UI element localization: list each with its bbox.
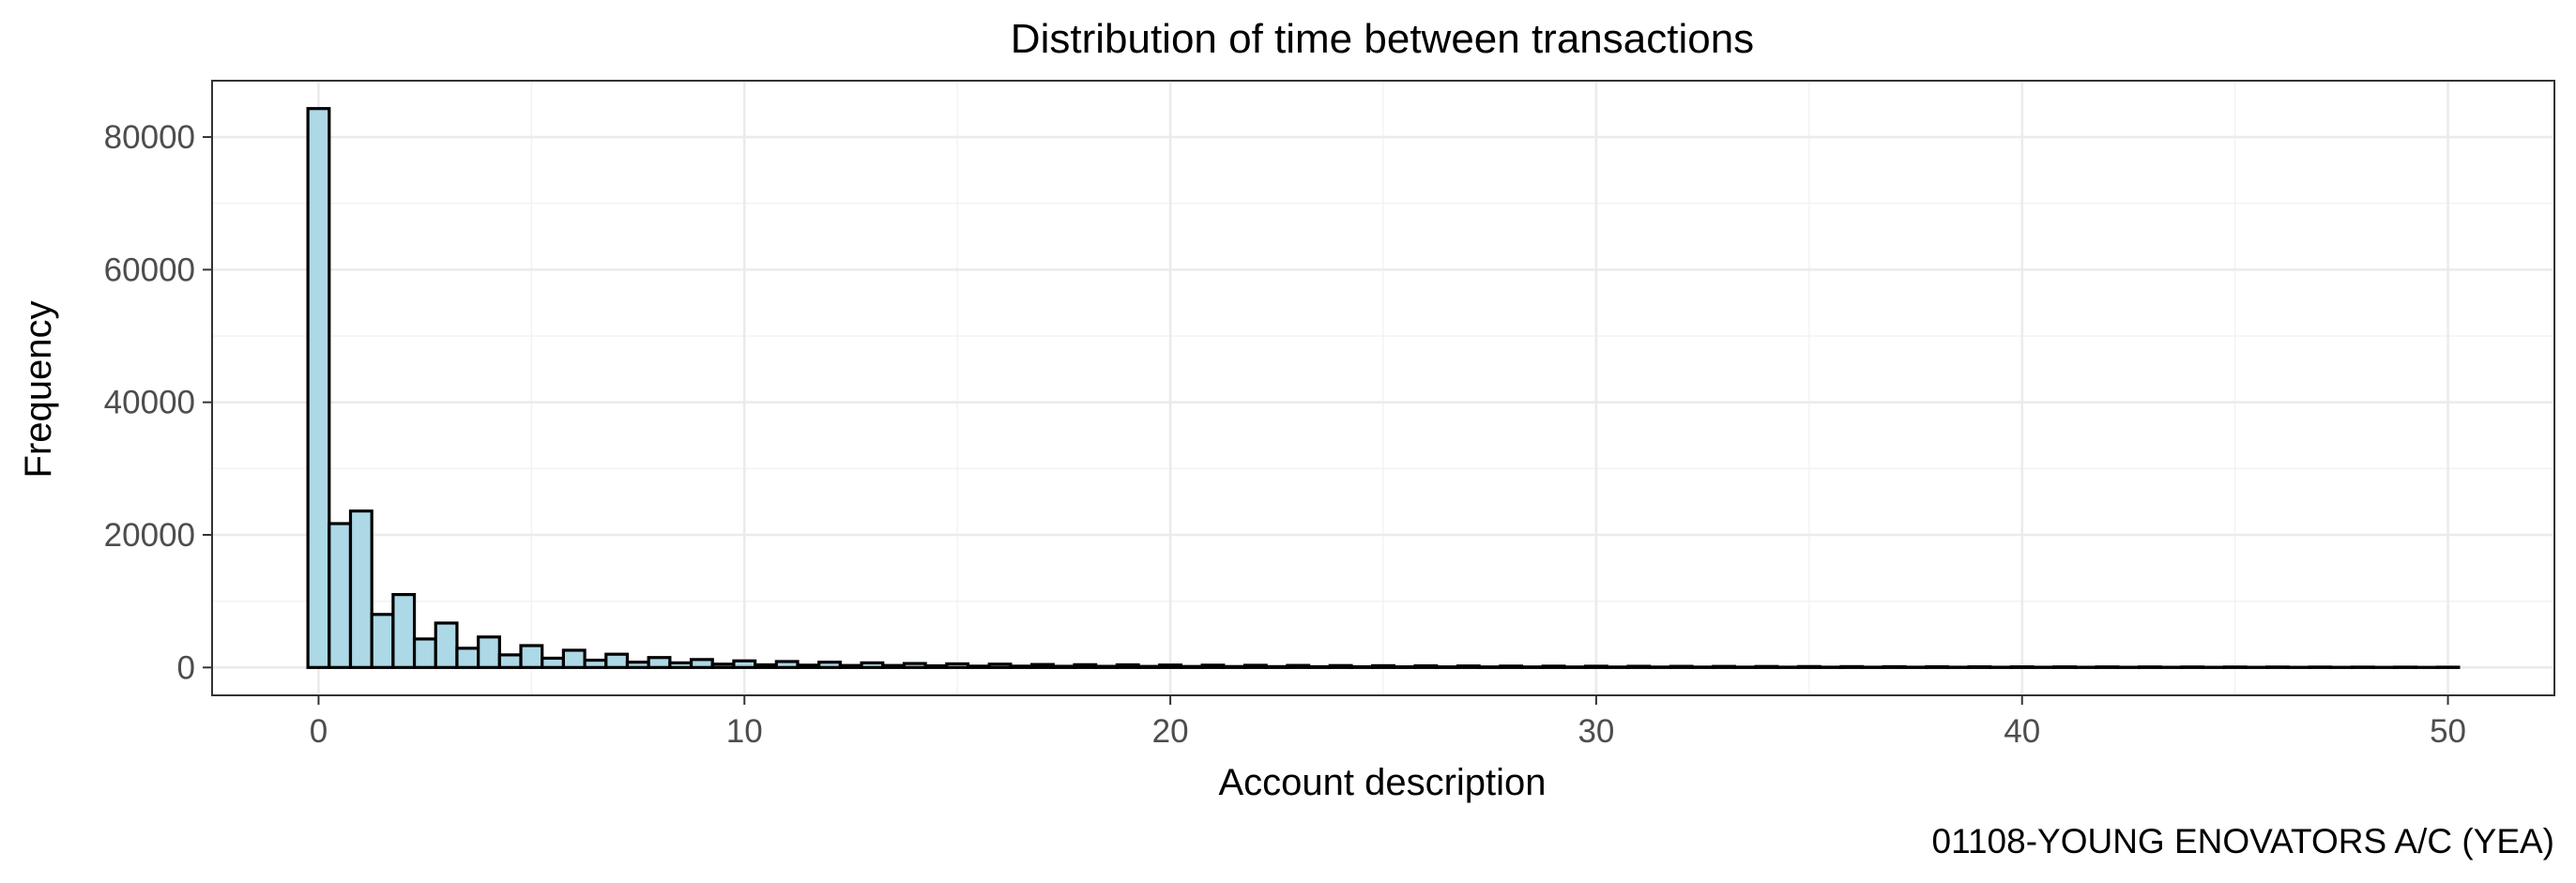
- histogram-bar: [966, 664, 991, 669]
- x-axis: 0 10 20 30 40 50: [310, 695, 2466, 750]
- histogram-bar: [1477, 665, 1502, 669]
- chart-title: Distribution of time between transaction…: [1011, 16, 1754, 62]
- histogram-bar: [1413, 663, 1439, 669]
- x-tick-label: 10: [726, 713, 763, 750]
- histogram-bar: [1499, 664, 1524, 669]
- histogram-bar: [945, 662, 970, 669]
- histogram-bar: [923, 663, 949, 669]
- x-tick-label: 30: [1578, 713, 1614, 750]
- histogram-bar: [1562, 665, 1588, 669]
- histogram-bar: [1456, 664, 1481, 669]
- histogram-bar: [1136, 664, 1162, 669]
- histogram-bar: [1328, 663, 1353, 669]
- histogram-bar: [1286, 663, 1311, 669]
- histogram-bar: [306, 107, 331, 669]
- y-tick-label: 40000: [104, 385, 195, 421]
- chart-caption: 01108-YOUNG ENOVATORS A/C (YEA): [1932, 822, 2554, 860]
- histogram-bar: [1009, 664, 1034, 669]
- histogram-bar: [583, 658, 608, 669]
- histogram-bar: [1200, 663, 1226, 669]
- histogram-bar: [477, 635, 501, 669]
- histogram-bar: [519, 644, 544, 669]
- y-tick-label: 20000: [104, 517, 195, 554]
- histogram-bar: [689, 658, 714, 669]
- histogram-bar: [817, 661, 842, 669]
- histogram-bars: [306, 107, 2461, 669]
- histogram-bar: [987, 662, 1013, 669]
- histogram-bar: [604, 652, 630, 669]
- histogram-bar: [1051, 664, 1076, 669]
- histogram-bar: [1839, 664, 1865, 669]
- histogram-bar: [541, 656, 566, 669]
- histogram-bar: [1712, 664, 1737, 669]
- histogram-bar: [625, 661, 650, 669]
- histogram-bar: [497, 653, 523, 669]
- histogram-bar: [561, 648, 587, 669]
- histogram-bar: [1115, 662, 1140, 669]
- histogram-bar: [881, 663, 907, 669]
- panel-border: [211, 80, 2555, 696]
- histogram-bar: [860, 661, 885, 669]
- histogram-bar: [668, 661, 694, 669]
- histogram-bar: [796, 663, 821, 669]
- histogram-bar: [1242, 663, 1268, 669]
- histogram-bar: [2009, 665, 2035, 669]
- histogram-bar: [1754, 664, 1779, 669]
- histogram-bar: [1264, 664, 1289, 669]
- histogram-bar: [2180, 665, 2205, 669]
- histogram-bar: [1519, 665, 1545, 669]
- histogram-bar: [2095, 665, 2120, 669]
- histogram-bar: [434, 621, 459, 669]
- histogram-bar: [1583, 664, 1608, 669]
- y-tick-label: 0: [177, 649, 195, 686]
- histogram-bar: [455, 647, 480, 669]
- y-axis-title: Frequency: [18, 301, 59, 479]
- histogram-bar: [1179, 664, 1204, 669]
- histogram-bar: [710, 662, 736, 669]
- x-tick-label: 40: [2004, 713, 2040, 750]
- histogram-bar: [1967, 665, 1992, 669]
- x-tick-label: 20: [1152, 713, 1189, 750]
- histogram-bar: [370, 613, 395, 669]
- histogram-bar: [1222, 664, 1247, 669]
- histogram-bar: [838, 663, 863, 669]
- y-tick-label: 60000: [104, 251, 195, 288]
- y-axis: 0 20000 40000 60000 80000: [104, 119, 212, 686]
- histogram-bar: [391, 592, 417, 669]
- histogram-bar: [1306, 664, 1332, 669]
- y-tick-label: 80000: [104, 119, 195, 156]
- histogram-bar: [732, 659, 757, 669]
- grid-lines: [212, 81, 2554, 695]
- histogram-bar: [647, 656, 672, 669]
- histogram-bar: [1925, 664, 1949, 669]
- histogram-bar: [1371, 663, 1395, 669]
- histogram-bar: [348, 509, 373, 669]
- histogram-bar: [1094, 664, 1119, 669]
- histogram-bar: [774, 660, 800, 669]
- histogram-bar: [1349, 664, 1375, 669]
- x-tick-label: 50: [2430, 713, 2466, 750]
- histogram-bar: [1158, 663, 1183, 669]
- histogram-bar: [754, 662, 778, 669]
- histogram-bar: [2137, 665, 2162, 669]
- histogram-bar: [1882, 664, 1907, 669]
- histogram-bar: [2052, 665, 2078, 669]
- histogram-bar: [1073, 662, 1098, 669]
- x-axis-title: Account description: [1218, 762, 1546, 803]
- histogram-bar: [1435, 665, 1460, 669]
- histogram-bar: [1541, 664, 1566, 669]
- histogram-bar: [328, 522, 353, 669]
- histogram-bar: [1392, 665, 1417, 669]
- histogram-bar: [1626, 664, 1652, 669]
- histogram-bar: [1796, 664, 1821, 669]
- x-tick-label: 0: [310, 713, 328, 750]
- histogram-bar: [902, 662, 927, 669]
- histogram-bar: [1669, 664, 1694, 669]
- histogram-bar: [1029, 662, 1055, 669]
- histogram-bar: [412, 637, 437, 669]
